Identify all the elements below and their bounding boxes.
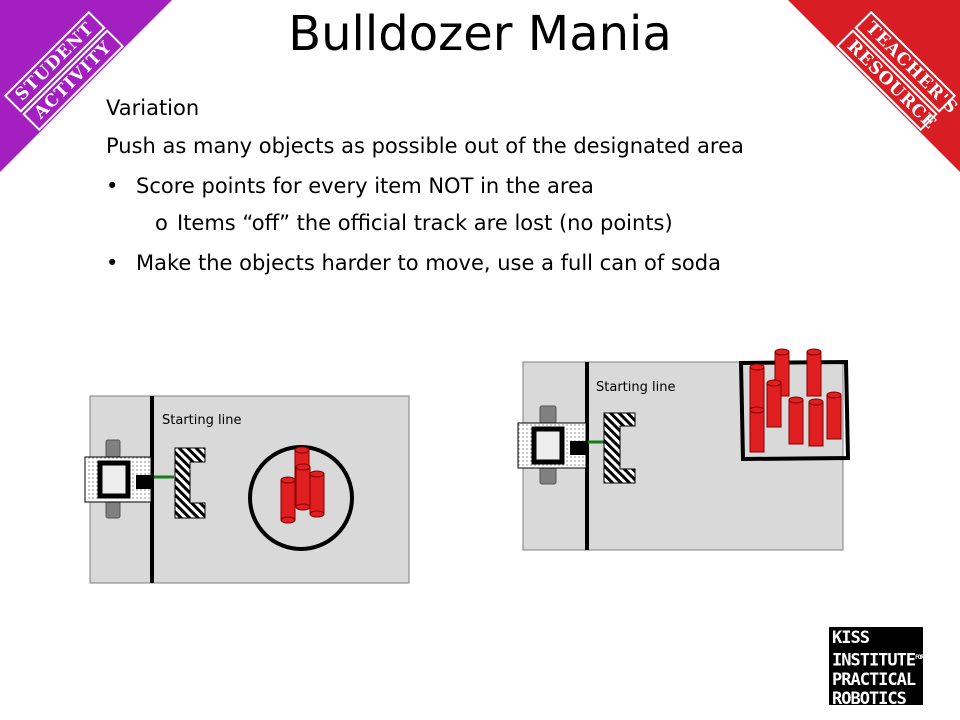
slide-title: Bulldozer Mania [288,6,672,62]
robot-controller [97,460,131,499]
robot-front [570,441,588,455]
robot-wheel [539,405,557,424]
starting-line-label: Starting line [596,380,676,395]
variation-heading: Variation [106,96,200,120]
bullet-item: • Make the objects harder to move, use a … [106,251,721,275]
intro-text: Push as many objects as possible out of … [106,134,744,158]
bullet-item: • Score points for every item NOT in the … [106,174,594,198]
bullet-dot: • [106,251,119,275]
sub-bullet-circle: o [155,211,168,235]
robot-front [136,475,154,489]
kipr-logo: KISS INSTITUTEFOR PRACTICAL ROBOTICS [829,627,924,708]
student-activity-banner [0,0,172,172]
robot-wheel [105,439,121,458]
bulldozer-blade [603,412,636,484]
right-diagram [517,348,851,551]
soda-cans [280,446,325,524]
robot-controller [531,426,565,465]
teachers-resource-banner [788,0,960,172]
bullet-dot: • [106,174,119,198]
left-diagram [84,395,410,584]
robot-wheel [105,500,121,519]
soda-cans [749,348,842,453]
sub-bullet-item: o Items “off” the official track are lost… [155,211,673,235]
starting-line-label: Starting line [162,413,242,428]
bulldozer-blade [174,447,206,519]
robot-wheel [539,466,557,485]
